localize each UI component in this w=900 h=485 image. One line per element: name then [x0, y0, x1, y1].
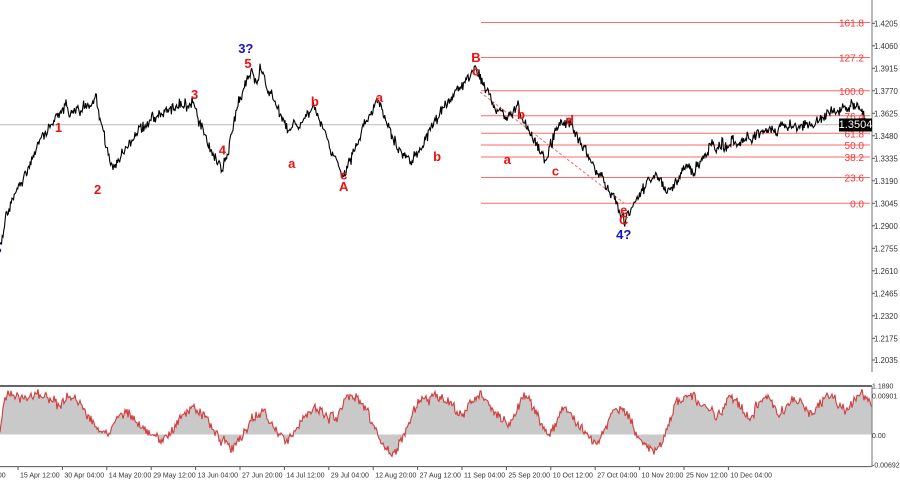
svg-text:a: a	[504, 152, 512, 167]
svg-text:12 Aug 20:00: 12 Aug 20:00	[375, 473, 416, 480]
svg-text:11 Sep 04:00: 11 Sep 04:00	[464, 473, 505, 480]
svg-text:1.3504: 1.3504	[839, 119, 873, 131]
svg-text:30 Apr 04:00: 30 Apr 04:00	[64, 473, 104, 480]
svg-text:5: 5	[244, 56, 251, 71]
svg-text:100.0: 100.0	[839, 87, 864, 98]
svg-text:10 Oct 12:00: 10 Oct 12:00	[553, 473, 593, 480]
svg-text:1.3045: 1.3045	[874, 199, 899, 208]
svg-text:50.0: 50.0	[845, 141, 865, 152]
svg-text:4: 4	[219, 143, 227, 158]
svg-text:1.4205: 1.4205	[874, 19, 899, 28]
svg-text:0.0: 0.0	[850, 199, 864, 210]
svg-text:1.3335: 1.3335	[874, 154, 899, 163]
svg-text:127.2: 127.2	[839, 54, 864, 65]
svg-text:4?: 4?	[616, 227, 631, 242]
svg-text:0.00901: 0.00901	[872, 394, 897, 401]
svg-text:1.2900: 1.2900	[874, 222, 899, 231]
svg-text:10 Nov 20:00: 10 Nov 20:00	[642, 473, 684, 480]
svg-text:25 Nov 12:00: 25 Nov 12:00	[686, 473, 728, 480]
svg-text:15 Apr 12:00: 15 Apr 12:00	[20, 473, 60, 480]
svg-text:0:00: 0:00	[0, 473, 6, 480]
svg-text:23.6: 23.6	[845, 174, 865, 185]
svg-text:27 Oct 04:00: 27 Oct 04:00	[597, 473, 637, 480]
svg-text:27 Jun 20:00: 27 Jun 20:00	[242, 473, 283, 480]
svg-text:a: a	[288, 156, 296, 171]
svg-text:29 Jul 04:00: 29 Jul 04:00	[331, 473, 369, 480]
svg-text:27 Aug 12:00: 27 Aug 12:00	[420, 473, 461, 480]
svg-text:2: 2	[94, 182, 101, 197]
svg-text:1.2035: 1.2035	[874, 356, 899, 365]
svg-text:1.3915: 1.3915	[874, 64, 899, 73]
svg-text:3: 3	[191, 87, 198, 102]
svg-text:b: b	[433, 149, 441, 164]
svg-text:1.2175: 1.2175	[874, 334, 899, 343]
svg-text:c: c	[552, 164, 559, 179]
svg-text:1.3190: 1.3190	[874, 177, 899, 186]
svg-text:1.2755: 1.2755	[874, 244, 899, 253]
svg-text:1: 1	[55, 120, 62, 135]
svg-text:b: b	[517, 107, 525, 122]
svg-text:29 May 12:00: 29 May 12:00	[153, 473, 196, 480]
svg-text:c: c	[472, 64, 479, 79]
svg-text:1.1890: 1.1890	[872, 384, 894, 391]
svg-text:1.2320: 1.2320	[874, 312, 899, 321]
svg-text:1.3480: 1.3480	[874, 132, 899, 141]
svg-text:14 May 20:00: 14 May 20:00	[109, 473, 152, 480]
svg-text:3?: 3?	[238, 41, 253, 56]
svg-text:25 Sep 20:00: 25 Sep 20:00	[508, 473, 550, 480]
svg-text:a: a	[376, 90, 384, 105]
svg-text:161.8: 161.8	[839, 19, 864, 30]
svg-text:10 Dec 04:00: 10 Dec 04:00	[730, 473, 772, 480]
svg-text:0.00: 0.00	[872, 433, 886, 440]
svg-text:d: d	[566, 113, 574, 128]
svg-text:-0.00692: -0.00692	[872, 463, 900, 470]
svg-text:b: b	[311, 94, 319, 109]
svg-text:A: A	[339, 179, 349, 194]
svg-text:C: C	[619, 213, 629, 228]
svg-text:38.2: 38.2	[845, 153, 865, 164]
svg-text:1.2610: 1.2610	[874, 267, 899, 276]
svg-text:?: ?	[0, 245, 2, 260]
svg-text:13 Jun 04:00: 13 Jun 04:00	[198, 473, 239, 480]
svg-text:14 Jul 12:00: 14 Jul 12:00	[286, 473, 324, 480]
svg-text:1.3625: 1.3625	[874, 109, 899, 118]
svg-text:1.2465: 1.2465	[874, 289, 899, 298]
svg-text:1.3770: 1.3770	[874, 87, 899, 96]
svg-text:1.4060: 1.4060	[874, 42, 899, 51]
